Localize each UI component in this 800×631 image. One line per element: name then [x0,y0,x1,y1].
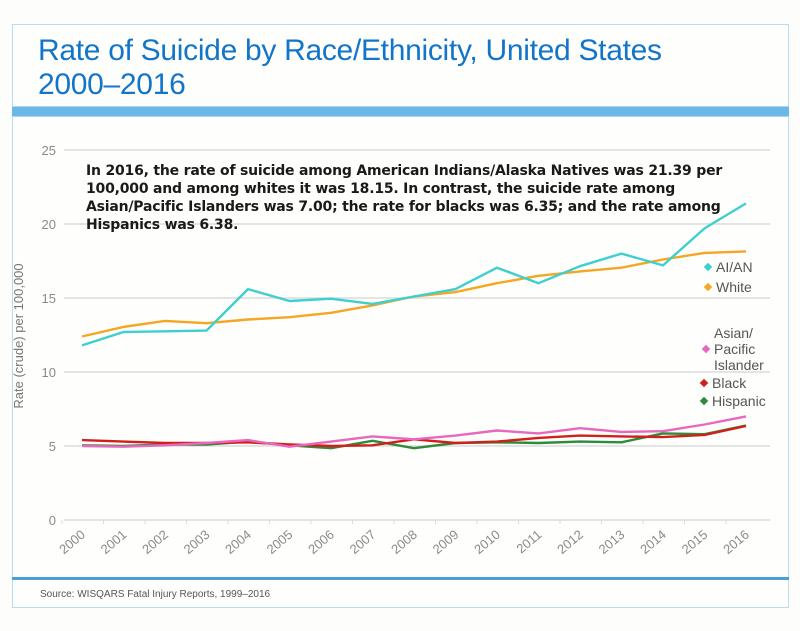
x-tick-label: 2005 [264,527,296,557]
legend-label: Islander [714,357,764,373]
x-tick-label: 2009 [430,527,462,557]
x-tick-label: 2004 [222,527,254,557]
y-tick-label: 10 [42,365,56,380]
legend-label: White [716,279,752,295]
x-tick-labels: 2000 2001 2002 2003 2004 2005 2006 2007 2008 2009… [56,527,752,557]
source-note: Source: WISQARS Fatal Injury Reports, 19… [40,589,271,600]
x-tick-label: 2013 [596,527,628,557]
legend-marker-icon [699,378,709,388]
y-tick-label: 0 [49,513,56,528]
chart-card [12,24,789,608]
x-tick-label: 2003 [181,527,213,557]
legend-label: AI/AN [716,259,753,275]
series-line-asian-pacific-islander [81,415,747,448]
chart-title-line1: Rate of Suicide by Race/Ethnicity, Unite… [38,34,662,67]
chart-title-line2: 2000–2016 [38,68,186,101]
series-line-black [81,424,747,448]
x-tick-label: 2014 [637,527,669,557]
legend-label: Pacific [714,341,755,357]
y-tick-labels: 0 5 10 15 20 25 [42,143,56,528]
legend-marker-icon [701,344,711,354]
x-tick-label: 2012 [554,527,586,557]
x-tick-label: 2011 [513,527,544,556]
series-lines [81,202,747,450]
y-tick-label: 15 [42,291,56,306]
x-tick-label: 2002 [139,527,171,557]
x-tick-label: 2000 [56,527,88,557]
y-axis-label: Rate (crude) per 100,000 [11,263,26,408]
x-tick-label: 2007 [347,527,379,557]
legend-label: Hispanic [712,393,766,409]
legend-marker-icon [703,282,713,292]
y-tick-label: 5 [49,439,56,454]
legend-marker-icon [703,262,713,272]
x-tick-label: 2015 [679,527,711,557]
series-line-white [81,250,747,338]
legend-label: Black [712,375,747,391]
chart-title: Rate of Suicide by Race/Ethnicity, Unite… [38,34,662,102]
chart-annotation: In 2016, the rate of suicide among Ameri… [86,163,723,233]
x-tick-label: 2001 [98,527,130,557]
title-accent-bar [12,106,789,117]
series-line-ai-an [81,202,747,347]
x-tick-label: 2016 [720,527,752,557]
legend-label: Asian/ [714,325,753,341]
y-tick-label: 25 [42,143,56,158]
grid-lines [61,149,770,524]
legend-marker-icon [699,396,709,406]
x-tick-label: 2010 [471,527,503,557]
footer-accent-bar [12,577,789,580]
x-tick-label: 2008 [388,527,420,557]
x-tick-label: 2006 [305,527,337,557]
y-tick-label: 20 [42,217,56,232]
